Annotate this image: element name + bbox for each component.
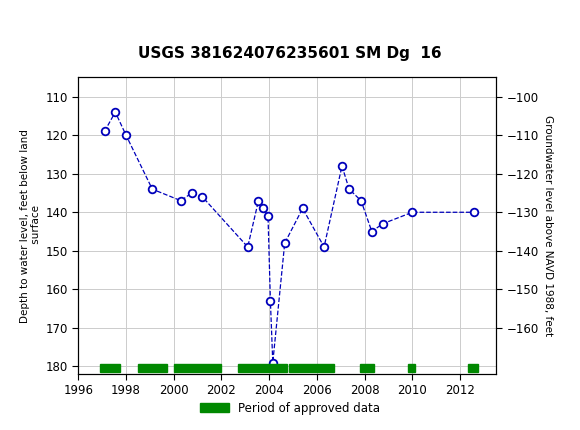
Legend: Period of approved data: Period of approved data xyxy=(195,397,385,420)
Bar xyxy=(408,365,415,372)
Bar xyxy=(469,365,478,372)
Bar xyxy=(360,365,374,372)
Bar xyxy=(100,365,120,372)
Y-axis label: Groundwater level above NAVD 1988, feet: Groundwater level above NAVD 1988, feet xyxy=(543,115,553,336)
Bar xyxy=(174,365,222,372)
Bar xyxy=(138,365,166,372)
Bar xyxy=(238,365,287,372)
Text: USGS 381624076235601 SM Dg  16: USGS 381624076235601 SM Dg 16 xyxy=(138,46,442,61)
Bar xyxy=(289,365,334,372)
Text: ≋USGS: ≋USGS xyxy=(9,11,63,29)
Y-axis label: Depth to water level, feet below land
 surface: Depth to water level, feet below land su… xyxy=(20,129,41,322)
